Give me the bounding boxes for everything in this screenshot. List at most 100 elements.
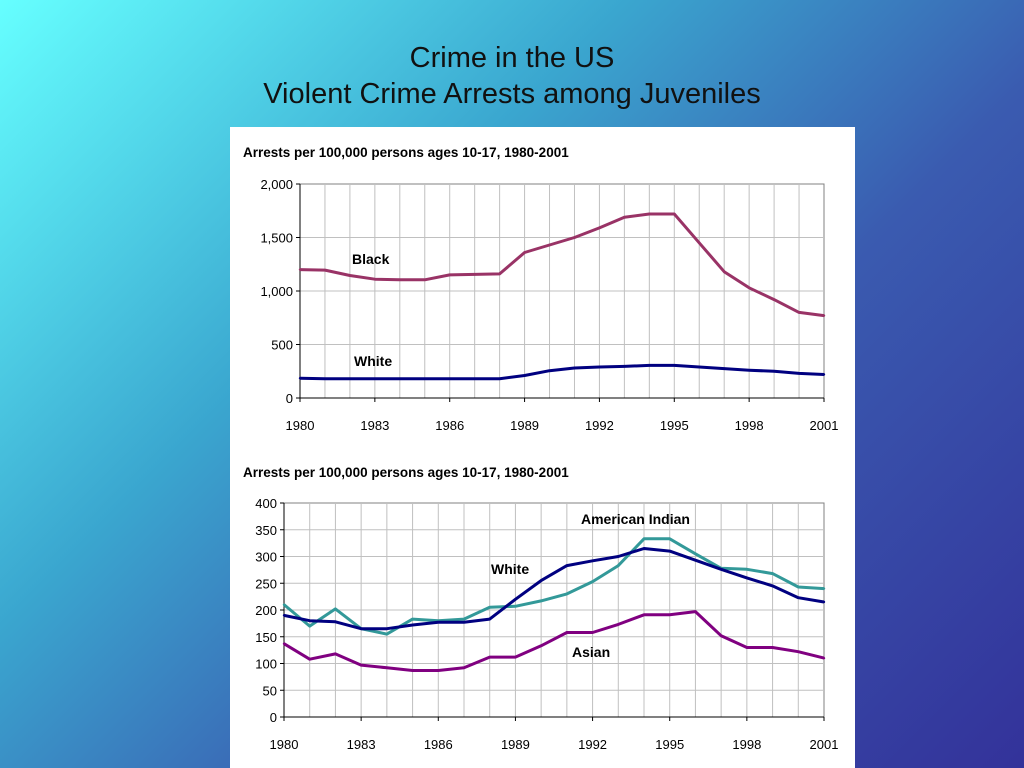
- data-point-white: [398, 377, 402, 380]
- data-point-asian: [411, 669, 414, 672]
- y-tick-label: 100: [255, 657, 277, 672]
- data-point-american-indian: [462, 617, 466, 621]
- data-point-white: [473, 377, 476, 380]
- data-point-white: [548, 369, 551, 372]
- data-point-black: [423, 278, 426, 281]
- x-tick-label: 1995: [655, 737, 684, 752]
- x-tick-label: 1986: [435, 418, 464, 433]
- series-label-white: White: [354, 353, 392, 369]
- data-point-white: [797, 596, 800, 599]
- data-point-white: [385, 627, 389, 630]
- data-point-american-indian: [334, 607, 337, 611]
- data-point-asian: [591, 631, 594, 634]
- data-point-black: [698, 241, 701, 245]
- x-tick-label: 1986: [424, 737, 453, 752]
- chart-1: Arrests per 100,000 persons ages 10-17, …: [243, 145, 838, 433]
- data-point-white: [437, 621, 440, 624]
- data-point-black: [523, 251, 526, 254]
- data-point-asian: [642, 613, 646, 617]
- data-point-american-indian: [822, 587, 826, 590]
- series-label-black: Black: [352, 251, 390, 267]
- data-point-black: [623, 215, 626, 219]
- data-point-asian: [745, 646, 749, 649]
- data-point-american-indian: [771, 572, 774, 575]
- data-point-white: [573, 366, 576, 370]
- data-point-white: [617, 555, 620, 558]
- slide-title-line1: Crime in the US: [409, 42, 615, 74]
- data-point-black: [722, 270, 726, 273]
- data-point-asian: [308, 658, 311, 661]
- data-point-black: [648, 212, 651, 216]
- data-point-american-indian: [514, 605, 517, 608]
- data-point-white: [373, 377, 377, 380]
- data-point-white: [771, 584, 774, 588]
- x-tick-label: 2001: [810, 737, 839, 752]
- data-point-white: [772, 370, 776, 373]
- y-tick-label: 250: [255, 576, 277, 591]
- data-point-white: [359, 627, 363, 630]
- chart-2-title: Arrests per 100,000 persons ages 10-17, …: [243, 465, 569, 480]
- data-point-white: [648, 364, 651, 367]
- data-point-white: [348, 377, 352, 380]
- data-point-black: [348, 274, 352, 277]
- data-point-asian: [488, 655, 491, 659]
- data-point-white: [565, 564, 569, 567]
- series-label-asian: Asian: [572, 644, 610, 660]
- series-line-white: [299, 363, 825, 381]
- x-tick-label: 1983: [360, 418, 389, 433]
- data-point-asian: [565, 631, 569, 634]
- data-point-american-indian: [797, 585, 800, 589]
- y-tick-label: 1,000: [260, 284, 293, 299]
- x-tick-label: 1992: [585, 418, 614, 433]
- data-point-black: [822, 314, 826, 317]
- y-tick-label: 50: [263, 683, 277, 698]
- data-point-white: [298, 377, 302, 380]
- data-point-asian: [797, 650, 800, 653]
- x-tick-label: 1980: [286, 418, 315, 433]
- data-point-white: [323, 377, 327, 380]
- x-tick-label: 2001: [810, 418, 839, 433]
- data-point-white: [797, 372, 801, 375]
- data-point-white: [514, 598, 517, 601]
- x-tick-label: 1983: [347, 737, 376, 752]
- data-point-american-indian: [308, 624, 311, 628]
- data-point-american-indian: [617, 564, 620, 567]
- data-point-american-indian: [745, 568, 749, 571]
- data-point-white: [334, 620, 337, 623]
- data-point-black: [772, 298, 776, 301]
- data-point-white: [623, 365, 626, 368]
- data-point-asian: [437, 669, 440, 672]
- data-point-american-indian: [668, 537, 671, 541]
- y-tick-label: 200: [255, 603, 277, 618]
- data-point-asian: [539, 644, 543, 648]
- data-point-white: [591, 559, 594, 562]
- data-point-american-indian: [385, 632, 389, 636]
- data-point-asian: [694, 610, 697, 613]
- data-point-white: [673, 364, 676, 367]
- series-line-asian: [283, 610, 825, 672]
- data-point-white: [523, 374, 526, 377]
- series-line-black: [299, 212, 825, 318]
- data-point-asian: [668, 613, 671, 617]
- x-tick-label: 1980: [270, 737, 299, 752]
- data-point-american-indian: [694, 552, 697, 556]
- chart-panel: Arrests per 100,000 persons ages 10-17, …: [230, 127, 855, 768]
- data-point-white: [747, 368, 751, 372]
- data-point-black: [398, 278, 402, 281]
- x-tick-label: 1998: [735, 418, 764, 433]
- data-point-white: [722, 367, 726, 370]
- data-point-white: [719, 568, 723, 571]
- data-point-asian: [359, 663, 363, 667]
- data-point-american-indian: [411, 617, 414, 621]
- data-point-black: [573, 236, 576, 239]
- data-point-white: [282, 614, 286, 617]
- data-point-white: [598, 365, 601, 369]
- x-tick-label: 1995: [660, 418, 689, 433]
- data-point-white: [539, 579, 543, 582]
- data-point-white: [462, 621, 466, 624]
- series-label-white: White: [491, 561, 529, 577]
- series-line-white: [283, 547, 825, 631]
- data-point-white: [694, 559, 697, 562]
- data-point-white: [822, 600, 826, 604]
- slide-title-line2: Violent Crime Arrests among Juveniles: [263, 78, 761, 110]
